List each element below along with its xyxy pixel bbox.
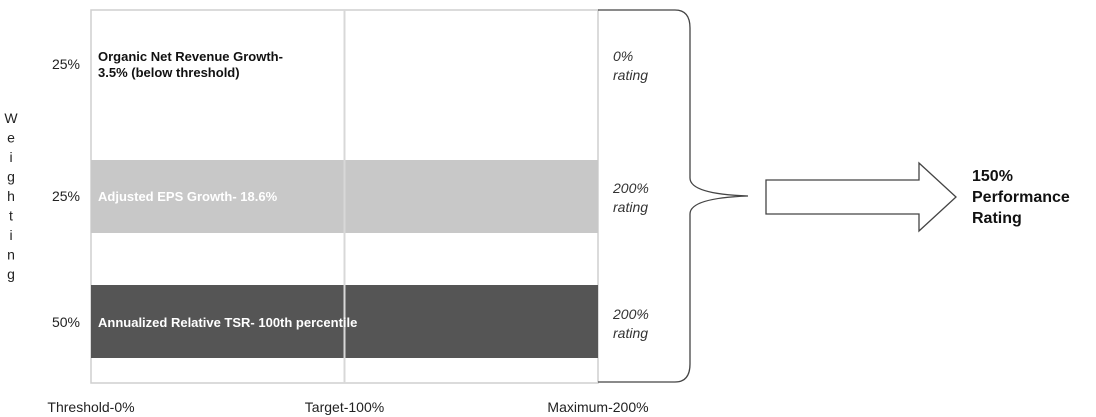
metric-label-2: Adjusted EPS Growth- 18.6%: [98, 189, 278, 204]
rating-label-2: 200% rating: [612, 180, 649, 215]
rating-label-1: 0% rating: [613, 48, 648, 83]
metric-label-1: Organic Net Revenue Growth-3.5% (below t…: [98, 49, 283, 80]
x-tick-label-3: Maximum-200%: [547, 399, 648, 415]
weight-label-1: 25%: [52, 56, 80, 72]
x-tick-label-1: Threshold-0%: [47, 399, 134, 415]
result-line-value: 150%: [972, 168, 1013, 185]
metric-label-3: Annualized Relative TSR- 100th percentil…: [98, 315, 357, 330]
curly-brace: [598, 9, 749, 383]
result-line-performance: Performance: [972, 189, 1070, 206]
result-text: 150% Performance Rating: [972, 168, 1074, 227]
weight-label-3: 50%: [52, 314, 80, 330]
rating-label-3: 200% rating: [612, 306, 649, 341]
result-line-rating: Rating: [972, 210, 1022, 227]
weight-label-2: 25%: [52, 188, 80, 204]
x-tick-label-2: Target-100%: [305, 399, 384, 415]
result-arrow: [765, 161, 957, 233]
labels-layer: 25% Organic Net Revenue Growth-3.5% (belo…: [47, 48, 648, 415]
